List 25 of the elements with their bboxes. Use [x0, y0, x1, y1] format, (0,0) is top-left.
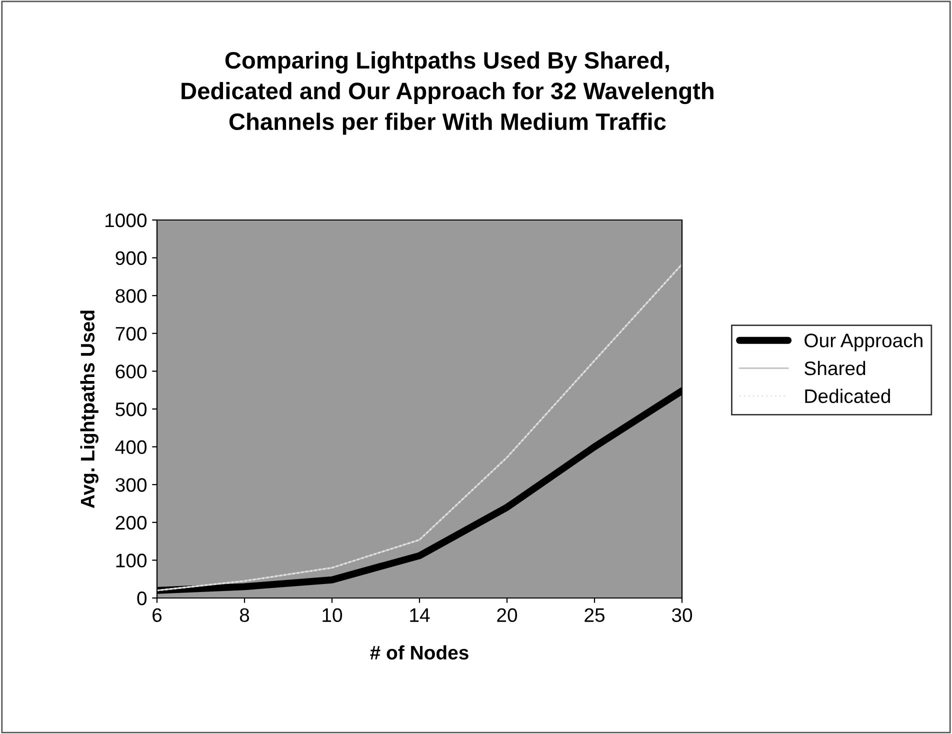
- x-tick-label: 8: [240, 608, 250, 622]
- x-tick-label: 30: [672, 608, 692, 622]
- y-tick-label: 700: [116, 326, 147, 341]
- x-axis-title: # of Nodes: [370, 645, 468, 660]
- x-tick-label: 20: [497, 608, 518, 622]
- x-tick-label: 25: [584, 608, 604, 622]
- legend-label: Shared: [804, 360, 866, 376]
- line-series: [157, 263, 682, 592]
- y-tick-label: 500: [116, 402, 147, 416]
- y-tick-label: 100: [116, 554, 147, 568]
- y-tick-label: 800: [116, 289, 147, 303]
- x-tick-label: 10: [322, 608, 342, 622]
- y-tick-label: 600: [116, 364, 147, 378]
- y-tick-label: 0: [137, 591, 147, 606]
- chart-title: Comparing Lightpaths Used By Shared, Dedicated and Our Approach for 32 Wavelength Channels per fiber With Medium Traffic: [182, 51, 714, 135]
- y-axis-title: Avg. Lightpaths Used: [80, 310, 98, 508]
- y-tick-label: 300: [116, 478, 147, 492]
- y-tick-label: 1000: [106, 213, 147, 228]
- legend-label: Our Approach: [804, 333, 922, 352]
- x-tick-label: 14: [410, 608, 430, 622]
- y-tick-label: 200: [116, 516, 147, 530]
- x-tick-label: 6: [152, 608, 162, 622]
- legend-label: Dedicated: [805, 388, 890, 404]
- y-tick-label: 900: [116, 251, 147, 266]
- y-tick-label: 400: [115, 440, 147, 454]
